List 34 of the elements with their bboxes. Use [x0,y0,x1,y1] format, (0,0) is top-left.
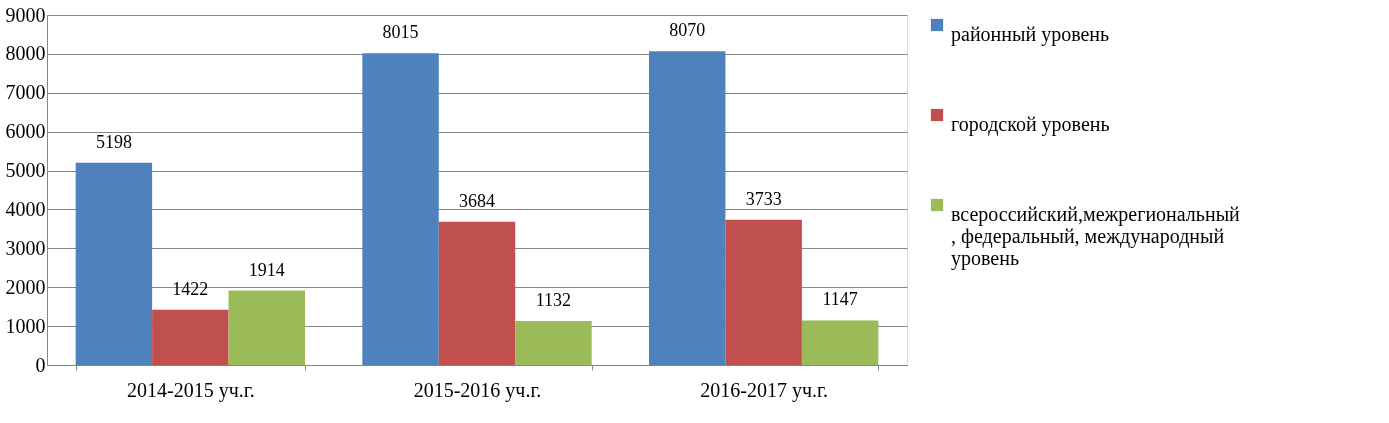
bar [801,320,879,365]
bar [152,309,229,365]
y-tick-label: 1000 [5,314,46,337]
y-tick-label: 5000 [5,159,46,182]
bar [515,320,592,365]
y-tick-label: 8000 [5,42,46,65]
x-tick-label: 2014-2015 уч.г. [127,378,255,402]
x-tick-label: 2016-2017 уч.г. [700,378,828,402]
data-label: 1422 [172,278,209,299]
y-tick-label: 3000 [5,236,46,259]
bar [228,290,305,365]
data-label: 1132 [535,289,572,310]
data-label: 3684 [459,190,495,211]
x-tick-label: 2015-2016 уч.г. [413,378,542,402]
bar [75,162,153,365]
y-tick-label: 6000 [5,120,46,143]
data-label: 8070 [669,20,706,41]
y-tick-label: 2000 [5,275,46,298]
data-label: 5198 [95,131,132,152]
data-label: 8015 [382,22,419,43]
data-label: 1147 [822,289,858,310]
bar [438,221,516,365]
legend-label: городской уровень [951,113,1110,136]
legend-label: районный уровень [951,23,1110,46]
bar [649,51,726,365]
y-tick-label: 9000 [5,3,46,26]
data-label: 3733 [745,188,782,209]
y-tick-label: 4000 [5,197,46,220]
bar [362,53,439,365]
bar [725,219,802,365]
legend-label: всероссийский,межрегиональный , федеральный, международный уровень [951,203,1241,270]
y-tick-label: 7000 [5,81,46,104]
y-tick-label: 0 [35,353,46,376]
data-label: 1914 [248,259,285,280]
